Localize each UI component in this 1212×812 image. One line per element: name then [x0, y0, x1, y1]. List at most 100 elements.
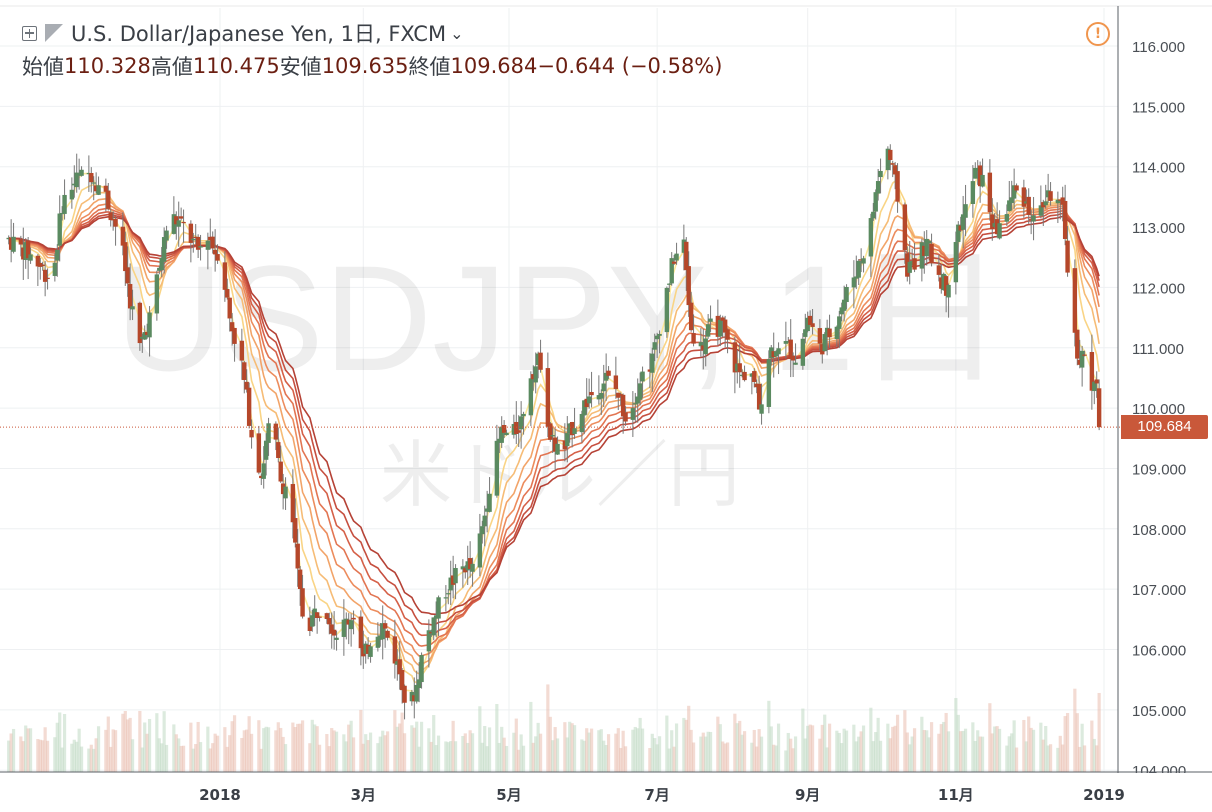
volume-bar: [893, 725, 897, 772]
volume-bar: [735, 723, 739, 772]
volume-bar: [504, 745, 509, 772]
volume-bar: [478, 706, 482, 772]
volume-bar: [376, 743, 380, 772]
volume-bar: [446, 742, 450, 772]
volume-bar: [808, 724, 812, 772]
volume-bar: [631, 729, 635, 772]
candle-body: [650, 353, 655, 373]
candle-body: [800, 338, 806, 366]
candle-body: [759, 404, 764, 414]
volume-bar: [232, 715, 237, 772]
flag-icon[interactable]: [45, 24, 63, 42]
volume-bar: [259, 748, 263, 772]
volume-bar: [946, 731, 951, 772]
volume-bar: [262, 728, 266, 772]
candle-body: [1055, 199, 1061, 204]
volume-bar: [43, 727, 47, 772]
candle-body: [351, 617, 356, 620]
volume-bar: [1022, 719, 1026, 772]
volume-bar: [614, 733, 618, 772]
volume-bar: [1048, 744, 1053, 772]
volume-bar: [565, 737, 569, 772]
candle-body: [283, 486, 288, 499]
volume-bar: [733, 713, 737, 772]
candle-body: [361, 645, 366, 657]
candle-body: [465, 561, 470, 571]
volume-bar: [194, 744, 198, 772]
volume-bar: [1031, 729, 1036, 772]
x-tick-label: 9月: [795, 786, 820, 804]
volume-bar: [247, 716, 251, 772]
candle-body: [79, 169, 84, 176]
volume-bar: [157, 738, 161, 772]
volume-bar: [104, 729, 108, 772]
volume-bar: [332, 730, 336, 772]
volume-bar: [602, 740, 606, 772]
x-tick-label: 2018: [199, 786, 241, 804]
candle-body: [754, 383, 759, 388]
volume-bar: [364, 734, 368, 772]
candle-body: [599, 392, 604, 399]
volume-bar: [342, 734, 346, 772]
volume-bar: [619, 747, 623, 772]
candle-body: [569, 422, 575, 436]
candle-body: [108, 212, 113, 221]
expand-legend-icon[interactable]: [22, 25, 37, 41]
volume-bar: [650, 733, 654, 772]
candle-body: [856, 260, 861, 278]
volume-bar: [1061, 744, 1065, 772]
volume-bar: [1073, 688, 1077, 772]
volume-bar: [483, 726, 487, 772]
candle-body: [137, 302, 143, 344]
alert-icon[interactable]: !: [1086, 22, 1110, 46]
candle-body: [1096, 388, 1102, 428]
y-tick-label: 111.000: [1132, 341, 1184, 358]
candle-body: [637, 383, 643, 400]
volume-bar: [1014, 747, 1019, 772]
candle-body: [246, 387, 252, 426]
volume-bar: [820, 724, 824, 772]
candle-body: [720, 317, 725, 321]
open-value: 110.328: [64, 54, 151, 78]
candle-body: [618, 394, 623, 396]
chevron-down-icon[interactable]: ⌄: [450, 23, 464, 43]
candle-body: [737, 363, 742, 373]
candle-body: [123, 242, 128, 272]
volume-bar: [223, 727, 227, 772]
volume-bar: [769, 726, 773, 772]
candle-body: [487, 493, 492, 512]
candle-body: [392, 636, 398, 664]
change-value: −0.644 (−0.58%): [537, 54, 723, 78]
candle-body: [278, 461, 283, 482]
volume-bar: [308, 743, 312, 772]
candle-body: [443, 597, 449, 599]
candle-body: [198, 246, 203, 248]
candle-body: [314, 612, 320, 619]
candle-body: [671, 261, 677, 264]
volume-bar: [378, 736, 382, 772]
volume-bar: [1005, 745, 1009, 772]
candle-body: [76, 173, 82, 176]
volume-bar: [177, 738, 181, 772]
candle-body: [820, 344, 825, 355]
volume-bar: [555, 738, 560, 772]
candle-body: [86, 172, 92, 175]
volume-bar: [174, 734, 178, 772]
symbol-title[interactable]: U.S. Dollar/Japanese Yen, 1日, FXCM: [71, 22, 447, 46]
volume-bar: [789, 738, 793, 772]
candle-body: [562, 440, 568, 450]
candle-body: [208, 236, 213, 241]
y-tick-label: 107.000: [1132, 582, 1186, 599]
volume-bar: [665, 715, 669, 772]
volume-bar: [1063, 716, 1067, 772]
candle-body: [378, 635, 383, 640]
volume-bar: [759, 736, 764, 772]
volume-bar: [721, 741, 725, 772]
volume-bar: [708, 731, 713, 772]
candle-body: [946, 284, 951, 298]
volume-bar: [859, 731, 863, 772]
candle-body: [698, 342, 704, 347]
candle-body: [195, 236, 201, 250]
volume-bar: [60, 747, 64, 772]
